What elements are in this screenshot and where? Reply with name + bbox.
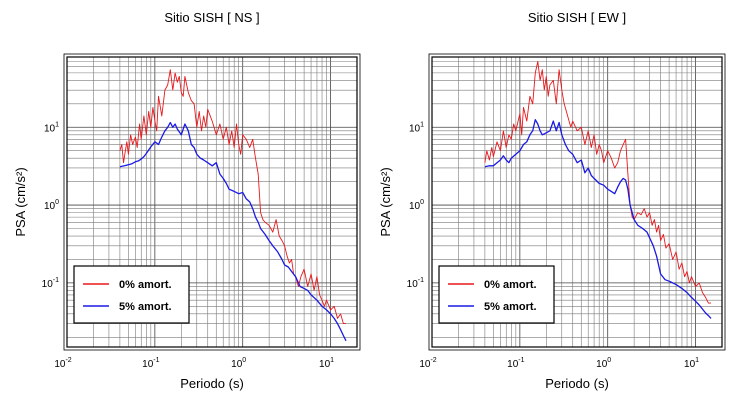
tick-exponent: -1 (53, 277, 59, 284)
tick-base: 10 (409, 123, 421, 134)
tick-base: 10 (319, 359, 331, 370)
series-line-red (119, 69, 346, 325)
tick-exponent: -1 (153, 357, 159, 364)
tick-base: 10 (44, 201, 56, 212)
tick-exponent: 0 (55, 199, 59, 206)
series-line-blue (119, 121, 347, 342)
plot-frame-outer (63, 53, 361, 351)
legend: 0% amort. 5% amort. (438, 265, 555, 324)
legend-box (438, 265, 555, 324)
tick-exponent: 1 (330, 357, 334, 364)
legend-label: 0% amort. (119, 279, 172, 291)
chart-title: Sitio SISH [ NS ] (164, 10, 259, 25)
plot-frame (431, 56, 723, 348)
x-axis-label: Periodo (s) (545, 376, 609, 391)
legend: 0% amort. 5% amort. (73, 265, 190, 324)
tick-exponent: -1 (518, 357, 524, 364)
tick-base: 10 (407, 279, 419, 290)
x-tick-label: 10-2 (54, 357, 71, 370)
y-axis-label: PSA (cm/s²) (13, 167, 28, 236)
x-tick-label: 101 (684, 357, 699, 370)
plot-frame-outer (428, 53, 726, 351)
x-tick-label: 100 (231, 357, 246, 370)
y-tick-label: 10-1 (42, 277, 59, 290)
x-tick-label: 10-1 (507, 357, 524, 370)
tick-base: 10 (42, 279, 54, 290)
tick-base: 10 (507, 359, 519, 370)
chart-panel-1: Sitio SISH [ EW ]10-2 10-1 100 10110-110010… (378, 10, 726, 391)
y-tick-label: 100 (44, 199, 59, 212)
y-axis-label: PSA (cm/s²) (378, 167, 393, 236)
tick-base: 10 (54, 359, 66, 370)
tick-base: 10 (419, 359, 431, 370)
tick-exponent: 1 (695, 357, 699, 364)
y-tick-label: 101 (409, 121, 424, 134)
tick-exponent: 0 (420, 199, 424, 206)
tick-exponent: -2 (430, 357, 436, 364)
chart-panel-0: Sitio SISH [ NS ]10-2 10-1 100 10110-110010… (13, 10, 361, 391)
tick-base: 10 (596, 359, 608, 370)
tick-base: 10 (409, 201, 421, 212)
y-tick-label: 101 (44, 121, 59, 134)
tick-base: 10 (142, 359, 154, 370)
tick-exponent: 0 (242, 357, 246, 364)
tick-base: 10 (684, 359, 696, 370)
legend-box (73, 265, 190, 324)
tick-exponent: -1 (418, 277, 424, 284)
tick-exponent: 1 (420, 121, 424, 128)
x-tick-label: 10-1 (142, 357, 159, 370)
plot-frame (66, 56, 358, 348)
tick-exponent: 0 (607, 357, 611, 364)
y-tick-label: 100 (409, 199, 424, 212)
chart-title: Sitio SISH [ EW ] (528, 10, 626, 25)
x-tick-label: 10-2 (419, 357, 436, 370)
series-line-red (484, 61, 711, 304)
x-tick-label: 100 (596, 357, 611, 370)
legend-label: 5% amort. (119, 301, 172, 313)
tick-base: 10 (44, 123, 56, 134)
x-tick-label: 101 (319, 357, 334, 370)
tick-exponent: 1 (55, 121, 59, 128)
tick-exponent: -2 (65, 357, 71, 364)
legend-label: 0% amort. (484, 279, 537, 291)
y-tick-label: 10-1 (407, 277, 424, 290)
tick-base: 10 (231, 359, 243, 370)
legend-label: 5% amort. (484, 301, 537, 313)
x-axis-label: Periodo (s) (180, 376, 244, 391)
series-line-blue (484, 119, 712, 319)
